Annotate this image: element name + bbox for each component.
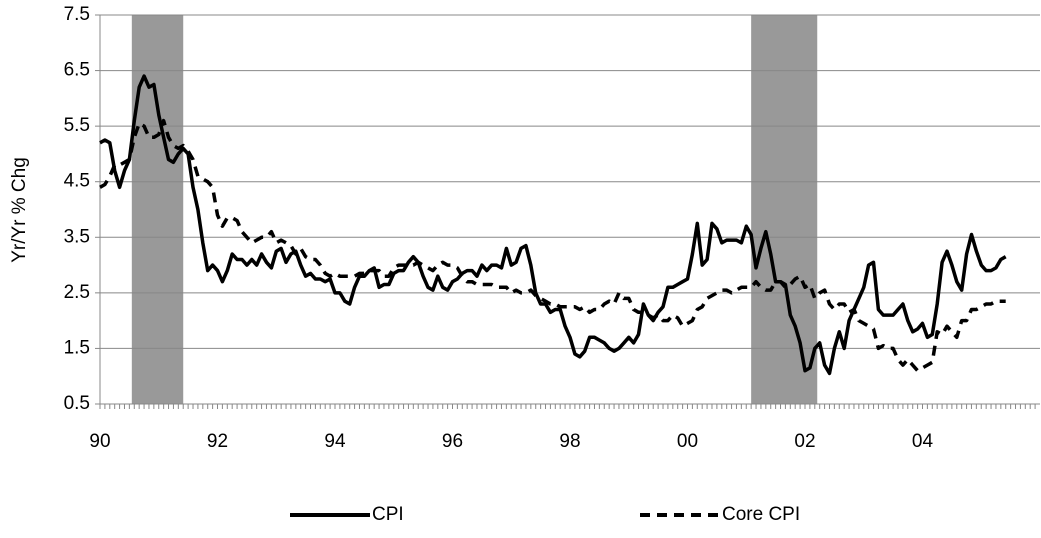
y-tick-label: 5.5 <box>64 115 90 136</box>
legend-label: CPI <box>372 504 404 525</box>
x-tick-label: 00 <box>677 431 698 452</box>
y-tick-label: 7.5 <box>64 4 90 25</box>
y-tick-label: 4.5 <box>64 171 90 192</box>
y-tick-label: 1.5 <box>64 337 90 358</box>
y-tick-label: 0.5 <box>64 393 90 414</box>
legend-label: Core CPI <box>722 504 800 525</box>
x-tick-label: 94 <box>324 431 346 452</box>
x-tick-label: 90 <box>89 431 110 452</box>
series-line <box>100 121 1006 371</box>
x-tick-label: 04 <box>912 431 934 452</box>
y-tick-label: 3.5 <box>64 226 90 247</box>
x-tick-label: 96 <box>442 431 463 452</box>
x-tick-label: 98 <box>559 431 580 452</box>
x-tick-label: 02 <box>794 431 815 452</box>
y-tick-label: 2.5 <box>64 282 90 303</box>
recession-band <box>751 15 817 404</box>
x-tick-label: 92 <box>207 431 228 452</box>
series-line <box>100 76 1006 373</box>
y-tick-label: 6.5 <box>64 60 90 81</box>
recession-band <box>132 15 183 404</box>
y-axis-label: Yr/Yr % Chg <box>9 157 30 263</box>
